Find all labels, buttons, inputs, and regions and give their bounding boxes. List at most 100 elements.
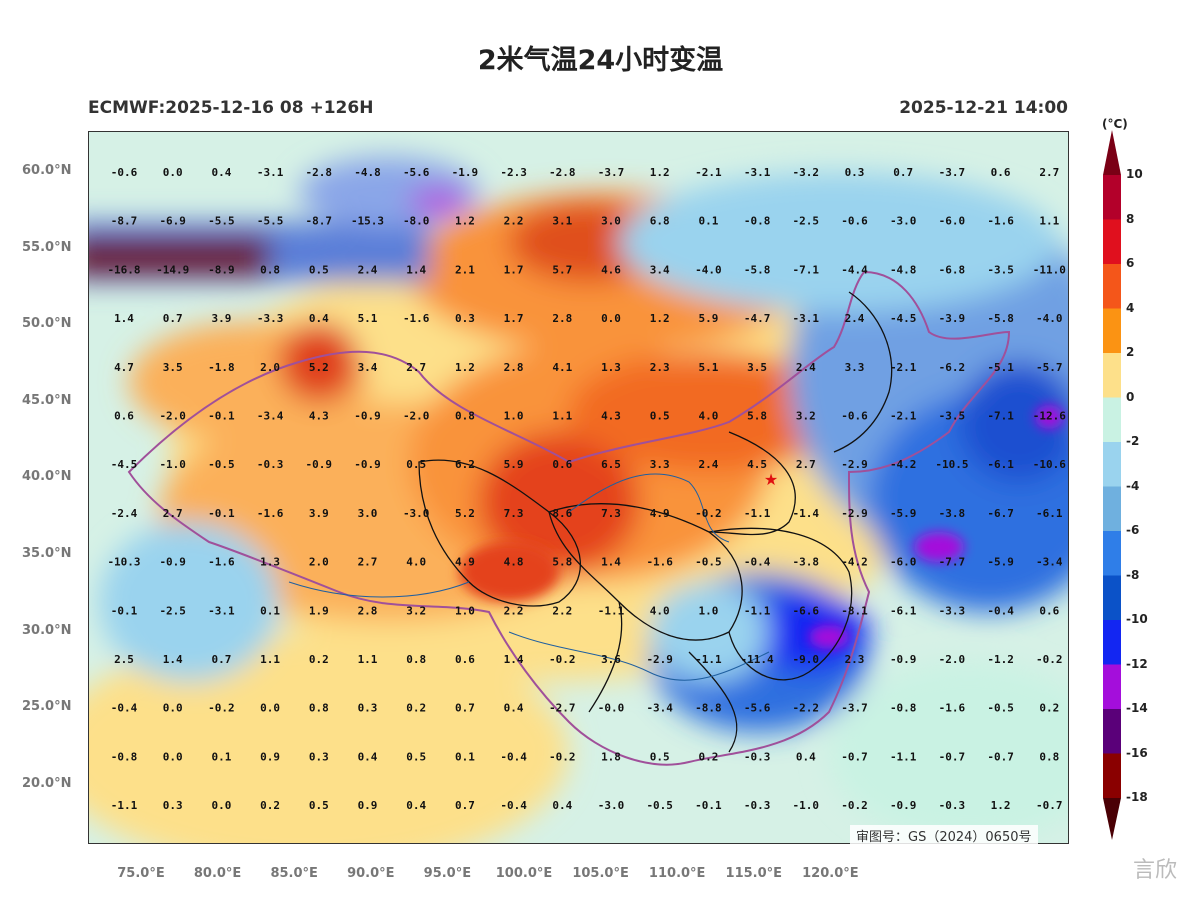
grid-value: -3.1 [208, 604, 235, 617]
grid-value: 0.4 [309, 312, 329, 325]
grid-value: 0.3 [358, 702, 378, 715]
grid-value: 0.7 [893, 166, 913, 179]
grid-value: 1.9 [309, 604, 329, 617]
grid-value: -1.2 [987, 653, 1014, 666]
grid-value: 0.5 [309, 799, 329, 812]
grid-value: 4.3 [309, 410, 329, 423]
grid-value: 0.5 [650, 410, 670, 423]
grid-value: 4.9 [455, 556, 475, 569]
grid-value: -4.0 [1036, 312, 1063, 325]
grid-value: -1.1 [598, 604, 625, 617]
grid-value: 1.4 [504, 653, 524, 666]
grid-value: -1.6 [939, 702, 966, 715]
grid-value: -3.7 [598, 166, 625, 179]
longitude-label: 115.0°E [725, 866, 783, 881]
grid-value: 0.6 [552, 458, 572, 471]
grid-value: -3.9 [939, 312, 966, 325]
grid-value: 0.3 [845, 166, 865, 179]
grid-value: 3.9 [309, 507, 329, 520]
grid-value: 2.5 [114, 653, 134, 666]
grid-value: 1.1 [552, 410, 572, 423]
colorbar [1103, 130, 1121, 840]
grid-value: -3.0 [890, 215, 917, 228]
grid-value: 1.3 [260, 556, 280, 569]
colorbar-segment [1103, 175, 1121, 220]
colorbar-segment [1103, 620, 1121, 665]
grid-value: -2.9 [841, 458, 868, 471]
grid-value: -0.1 [695, 799, 722, 812]
grid-value: 1.1 [260, 653, 280, 666]
map-approval-number: 审图号：GS（2024）0650号 [850, 825, 1038, 846]
grid-value: -0.8 [890, 702, 917, 715]
grid-value: 1.2 [991, 799, 1011, 812]
grid-value: -8.7 [111, 215, 138, 228]
grid-value: 4.1 [552, 361, 572, 374]
grid-value: -0.2 [549, 653, 576, 666]
grid-value: -0.4 [987, 604, 1014, 617]
grid-value: 2.7 [358, 556, 378, 569]
grid-value: 0.9 [358, 799, 378, 812]
grid-value: 0.2 [309, 653, 329, 666]
grid-value: 0.4 [796, 750, 816, 763]
grid-value: -0.2 [208, 702, 235, 715]
grid-value: -3.4 [646, 702, 673, 715]
colorbar-bottom-cap [1103, 798, 1121, 840]
grid-value: -3.0 [403, 507, 430, 520]
grid-value: -0.4 [500, 799, 527, 812]
grid-value: -0.9 [890, 653, 917, 666]
grid-value: 2.2 [504, 604, 524, 617]
grid-value: -2.4 [111, 507, 138, 520]
grid-value: -0.2 [841, 799, 868, 812]
longitude-label: 95.0°E [423, 866, 472, 881]
grid-value: 0.1 [455, 750, 475, 763]
grid-value: -0.5 [208, 458, 235, 471]
grid-value: 0.2 [406, 702, 426, 715]
grid-value: -6.8 [939, 263, 966, 276]
grid-value: -2.0 [403, 410, 430, 423]
model-run-label: ECMWF:2025-12-16 08 +126H [88, 98, 374, 118]
latitude-label: 30.0°N [22, 622, 72, 638]
temperature-change-map: ★ -0.6 0.0 0.4 -3.1 -2.8 -4.8 -5.6 -1.9 -2.3 -2.8… [88, 131, 1069, 844]
latitude-label: 35.0°N [22, 546, 72, 561]
grid-value: -2.8 [306, 166, 333, 179]
grid-value: 3.4 [650, 263, 670, 276]
grid-value: -11.0 [1033, 263, 1066, 276]
colorbar-label: 2 [1126, 345, 1135, 359]
grid-value: -0.2 [1036, 653, 1063, 666]
grid-value: 5.8 [552, 556, 572, 569]
latitude-label: 50.0°N [22, 316, 72, 332]
grid-value: -2.1 [890, 410, 917, 423]
grid-value: -1.6 [987, 215, 1014, 228]
colorbar-label: 0 [1126, 389, 1135, 404]
colorbar-label: -10 [1126, 612, 1148, 626]
grid-value: -3.4 [257, 410, 284, 423]
grid-value: -2.3 [500, 166, 526, 179]
grid-value: -5.6 [403, 166, 430, 179]
color-detail [459, 405, 1063, 649]
grid-value: 3.1 [552, 215, 572, 228]
grid-value: -0.3 [744, 799, 771, 812]
longitude-label: 75.0°E [117, 866, 165, 881]
grid-value: 0.4 [358, 750, 378, 763]
grid-value: -0.7 [987, 750, 1014, 763]
grid-value: 1.4 [406, 263, 426, 276]
grid-value: 5.9 [504, 458, 524, 471]
grid-value: -3.5 [987, 263, 1014, 276]
grid-value: 2.3 [845, 653, 865, 666]
grid-value: 5.1 [698, 361, 718, 374]
grid-value: 1.0 [504, 410, 524, 423]
grid-value: 3.9 [211, 312, 231, 325]
grid-value: 3.5 [163, 361, 183, 374]
grid-value: -0.9 [890, 799, 917, 812]
grid-value: -1.6 [257, 507, 284, 520]
grid-value: -8.8 [695, 702, 722, 715]
grid-value: -2.1 [890, 361, 917, 374]
colorbar-segment [1103, 308, 1121, 353]
grid-value: 4.0 [406, 556, 426, 569]
grid-value: 2.8 [358, 604, 378, 617]
grid-value: 0.2 [698, 750, 718, 763]
grid-value: -5.8 [744, 263, 771, 276]
grid-value: -6.7 [987, 507, 1014, 520]
grid-value: -1.9 [452, 166, 479, 179]
grid-value: -6.1 [987, 458, 1014, 471]
